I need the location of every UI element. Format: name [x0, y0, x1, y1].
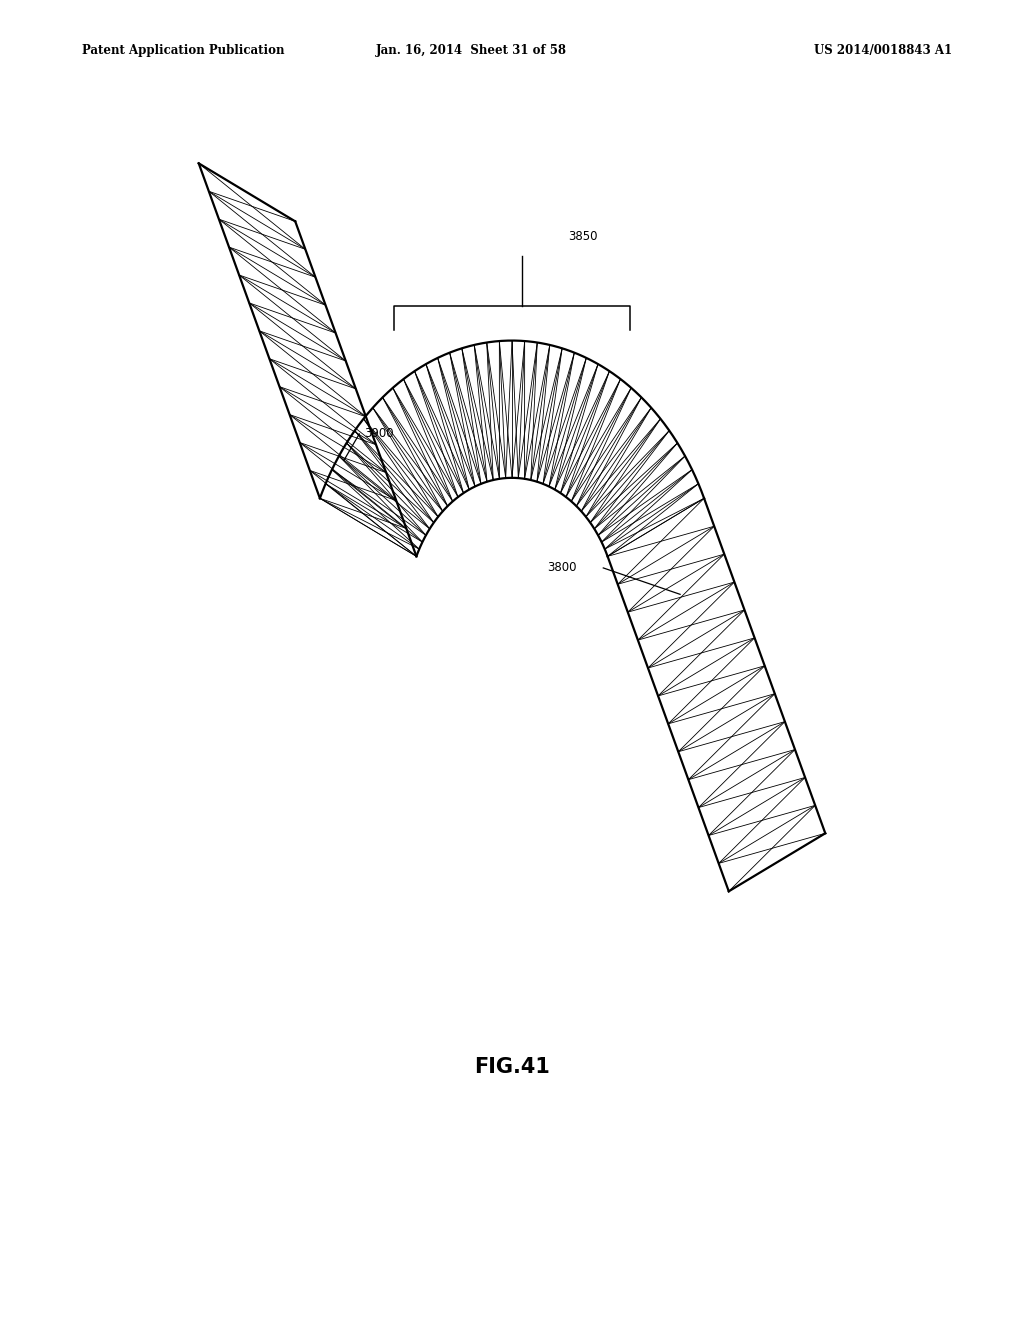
Text: Jan. 16, 2014  Sheet 31 of 58: Jan. 16, 2014 Sheet 31 of 58 [376, 44, 566, 57]
Text: US 2014/0018843 A1: US 2014/0018843 A1 [814, 44, 952, 57]
Polygon shape [607, 499, 825, 891]
Text: FIG.41: FIG.41 [474, 1056, 550, 1077]
Polygon shape [199, 164, 417, 556]
Text: 3850: 3850 [568, 230, 598, 243]
Text: Patent Application Publication: Patent Application Publication [82, 44, 285, 57]
Text: 3800: 3800 [547, 561, 577, 574]
Text: 3900: 3900 [365, 428, 394, 441]
Polygon shape [319, 341, 705, 556]
